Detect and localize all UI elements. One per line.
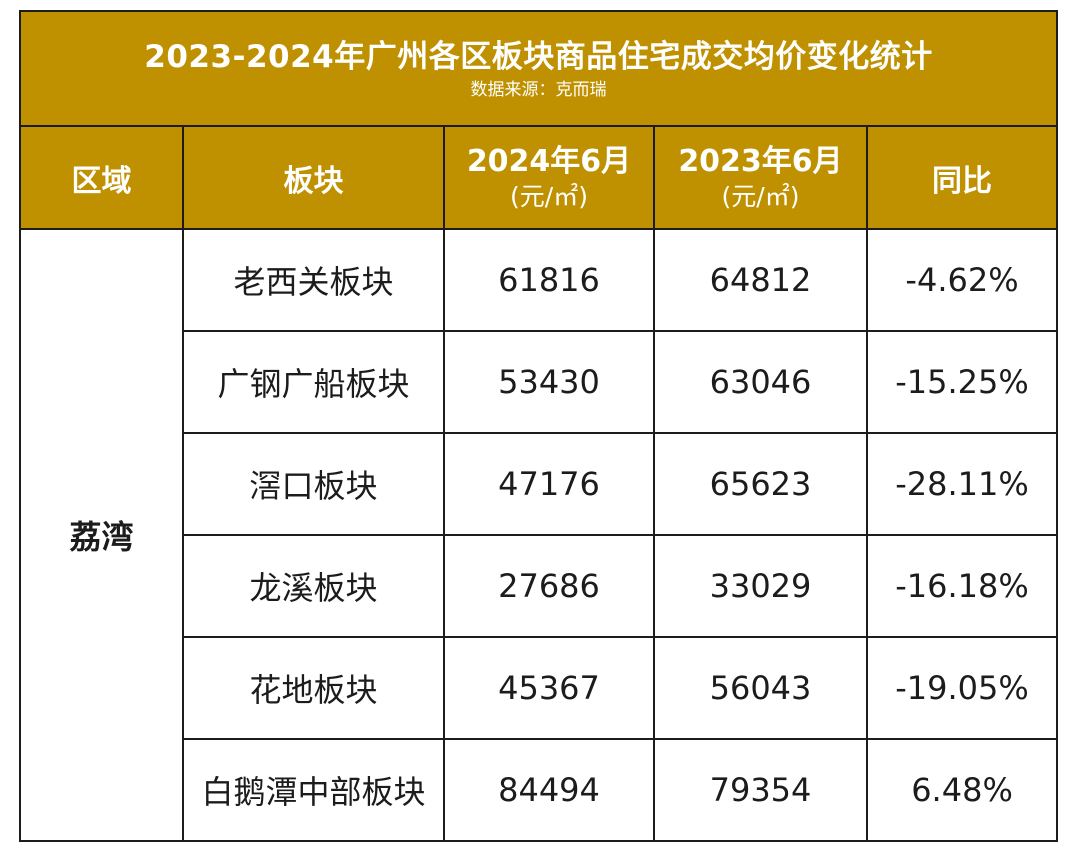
header-2024-unit: (元/㎡) bbox=[510, 181, 588, 211]
yoy-cell: -15.25% bbox=[865, 330, 1059, 434]
header-2023-label: 2023年6月 bbox=[678, 143, 843, 179]
title-cell: 2023-2024年广州各区板块商品住宅成交均价变化统计 数据来源：克而瑞 bbox=[18, 10, 1059, 127]
header-yoy: 同比 bbox=[865, 125, 1059, 230]
price-2023-cell: 56043 bbox=[653, 636, 868, 740]
block-cell: 老西关板块 bbox=[182, 228, 445, 332]
price-2023-cell: 64812 bbox=[653, 228, 868, 332]
price-2024-cell: 47176 bbox=[443, 432, 655, 536]
header-2024: 2024年6月 (元/㎡) bbox=[443, 125, 655, 230]
header-row: 区域 板块 2024年6月 (元/㎡) 2023年6月 (元/㎡) 同比 bbox=[19, 125, 1059, 230]
data-source: 数据来源：克而瑞 bbox=[470, 79, 607, 100]
table-title: 2023-2024年广州各区板块商品住宅成交均价变化统计 bbox=[144, 38, 933, 75]
yoy-cell: -28.11% bbox=[865, 432, 1059, 536]
yoy-cell: 6.48% bbox=[865, 738, 1059, 842]
header-2023-unit: (元/㎡) bbox=[721, 181, 800, 211]
price-2023-cell: 33029 bbox=[653, 534, 868, 638]
header-block: 板块 bbox=[182, 125, 445, 230]
region-cell: 荔湾 bbox=[19, 228, 184, 842]
price-2024-cell: 27686 bbox=[443, 534, 655, 638]
header-region: 区域 bbox=[19, 125, 184, 230]
yoy-cell: -16.18% bbox=[865, 534, 1059, 638]
table-row: 滘口板块 47176 65623 -28.11% bbox=[20, 432, 1059, 536]
price-2024-cell: 45367 bbox=[443, 636, 655, 740]
price-table: 2023-2024年广州各区板块商品住宅成交均价变化统计 数据来源：克而瑞 区域… bbox=[18, 10, 1059, 842]
yoy-cell: -19.05% bbox=[865, 636, 1059, 740]
price-2024-cell: 53430 bbox=[443, 330, 655, 434]
price-2023-cell: 65623 bbox=[653, 432, 868, 536]
title-row: 2023-2024年广州各区板块商品住宅成交均价变化统计 数据来源：克而瑞 bbox=[18, 10, 1059, 127]
table-row: 龙溪板块 27686 33029 -16.18% bbox=[20, 534, 1059, 638]
header-2024-label: 2024年6月 bbox=[466, 143, 632, 179]
block-cell: 广钢广船板块 bbox=[182, 330, 445, 434]
block-cell: 白鹅潭中部板块 bbox=[182, 738, 445, 842]
table-row: 白鹅潭中部板块 84494 79354 6.48% bbox=[20, 738, 1059, 842]
block-cell: 花地板块 bbox=[182, 636, 445, 740]
table-row: 荔湾 老西关板块 61816 64812 -4.62% bbox=[19, 228, 1059, 842]
price-2024-cell: 61816 bbox=[443, 228, 655, 332]
header-2023: 2023年6月 (元/㎡) bbox=[653, 125, 868, 230]
block-cell: 滘口板块 bbox=[182, 432, 445, 536]
yoy-cell: -4.62% bbox=[865, 228, 1059, 332]
price-2024-cell: 84494 bbox=[443, 738, 655, 842]
price-2023-cell: 79354 bbox=[653, 738, 868, 842]
table-row: 花地板块 45367 56043 -19.05% bbox=[20, 636, 1059, 740]
block-cell: 龙溪板块 bbox=[182, 534, 445, 638]
price-2023-cell: 63046 bbox=[653, 330, 868, 434]
table-row: 广钢广船板块 53430 63046 -15.25% bbox=[20, 330, 1059, 434]
